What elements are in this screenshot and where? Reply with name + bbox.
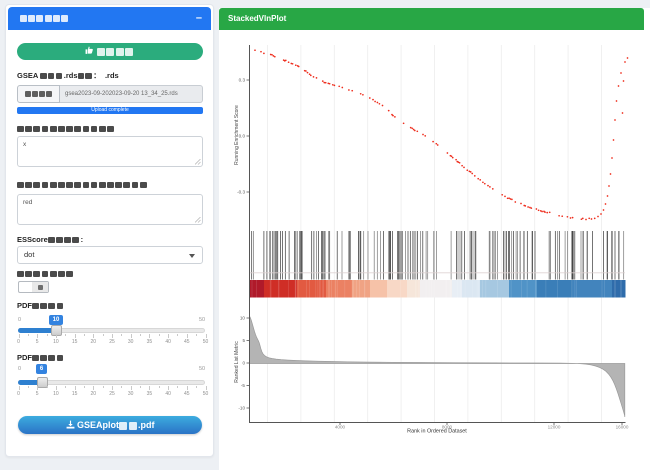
svg-text:0.3: 0.3: [239, 78, 246, 83]
svg-text:5: 5: [242, 338, 245, 343]
svg-text:0.0: 0.0: [239, 134, 246, 139]
svg-text:12000: 12000: [548, 425, 561, 430]
svg-text:-5: -5: [241, 383, 246, 388]
svg-text:4000: 4000: [335, 425, 346, 430]
svg-text:Rank in Ordered Dataset: Rank in Ordered Dataset: [407, 429, 467, 435]
svg-text:16000: 16000: [616, 425, 629, 430]
svg-text:Ranked List Metric: Ranked List Metric: [234, 341, 240, 383]
svg-text:0: 0: [242, 361, 245, 366]
svg-text:-10: -10: [238, 406, 245, 411]
svg-text:Running Enrichment Score: Running Enrichment Score: [234, 105, 240, 165]
svg-text:10: 10: [240, 316, 246, 321]
svg-text:8000: 8000: [442, 425, 453, 430]
svg-text:-0.3: -0.3: [237, 190, 245, 195]
